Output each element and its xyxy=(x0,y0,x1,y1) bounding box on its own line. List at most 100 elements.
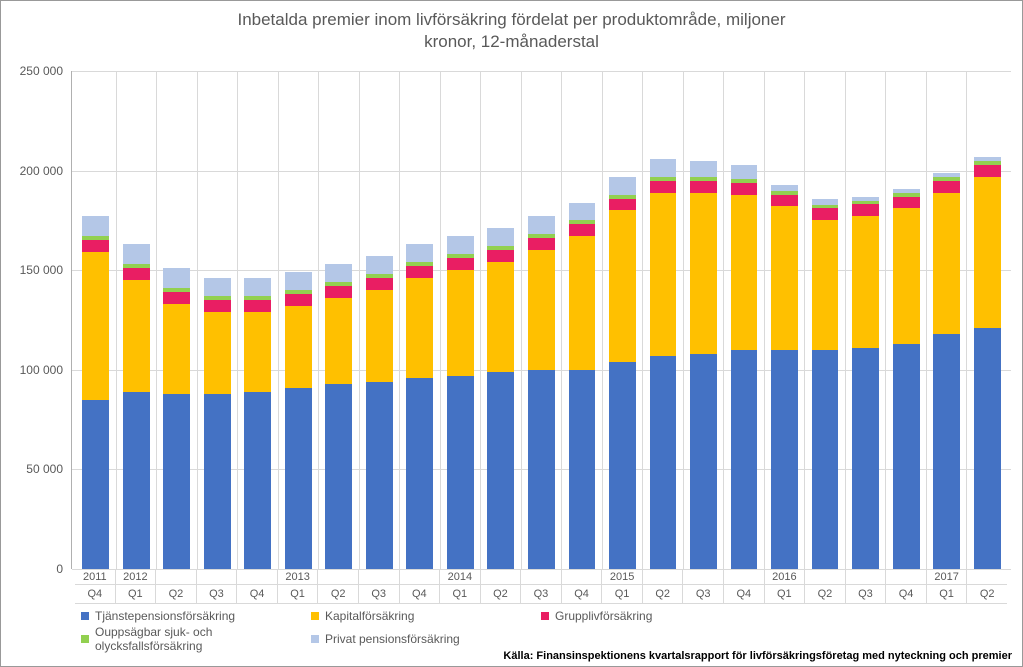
bar-segment-s1 xyxy=(690,354,717,569)
chart-title: Inbetalda premier inom livförsäkring för… xyxy=(1,1,1022,55)
bar-slot xyxy=(319,71,360,569)
x-quarter-label: Q1 xyxy=(765,585,805,603)
bar-segment-s2 xyxy=(528,250,555,370)
bar-segment-s5 xyxy=(163,268,190,288)
bar-slot xyxy=(684,71,725,569)
legend-item: Ouppsägbar sjuk- och olycksfallsförsäkri… xyxy=(81,625,311,653)
x-year-label: 2015 xyxy=(602,569,642,585)
x-tick-group: Q3 xyxy=(683,569,724,604)
x-tick-group: Q4 xyxy=(400,569,441,604)
stacked-bar xyxy=(163,268,190,569)
bar-segment-s2 xyxy=(852,216,879,347)
legend-swatch xyxy=(541,612,549,620)
legend-row: Ouppsägbar sjuk- och olycksfallsförsäkri… xyxy=(81,625,1001,653)
y-tick-label: 50 000 xyxy=(3,462,63,476)
bar-slot xyxy=(522,71,563,569)
x-year-label: 2014 xyxy=(440,569,480,585)
bar-segment-s5 xyxy=(366,256,393,274)
stacked-bar xyxy=(285,272,312,569)
bar-segment-s2 xyxy=(731,195,758,350)
bar-segment-s3 xyxy=(123,268,150,280)
x-year-label xyxy=(886,569,926,585)
legend-row: Tjänstepensionsförsäkring Kapitalförsäkri… xyxy=(81,609,1001,623)
bar-slot xyxy=(846,71,887,569)
legend-label: Kapitalförsäkring xyxy=(325,609,414,623)
bar-segment-s3 xyxy=(366,278,393,290)
bar-segment-s1 xyxy=(123,392,150,569)
bar-segment-s1 xyxy=(650,356,677,569)
bar-segment-s3 xyxy=(771,195,798,207)
bar-slot xyxy=(238,71,279,569)
bar-segment-s2 xyxy=(447,270,474,376)
bar-segment-s3 xyxy=(528,238,555,250)
bar-segment-s1 xyxy=(244,392,271,569)
x-year-label xyxy=(197,569,237,585)
bar-slot xyxy=(886,71,927,569)
legend: Tjänstepensionsförsäkring Kapitalförsäkri… xyxy=(81,609,1001,655)
x-tick-group: Q2 xyxy=(156,569,197,604)
legend-swatch xyxy=(311,635,319,643)
bar-segment-s2 xyxy=(974,177,1001,328)
x-quarter-label: Q1 xyxy=(116,585,156,603)
x-year-label: 2016 xyxy=(765,569,805,585)
legend-swatch xyxy=(81,635,89,643)
legend-swatch xyxy=(311,612,319,620)
y-tick-label: 150 000 xyxy=(3,263,63,277)
x-quarter-label: Q4 xyxy=(75,585,115,603)
bar-segment-s1 xyxy=(487,372,514,569)
legend-label: Ouppsägbar sjuk- och olycksfallsförsäkri… xyxy=(95,625,311,653)
bar-segment-s5 xyxy=(244,278,271,296)
y-tick-label: 100 000 xyxy=(3,363,63,377)
bar-segment-s3 xyxy=(650,181,677,193)
x-quarter-label: Q4 xyxy=(886,585,926,603)
x-quarter-label: Q2 xyxy=(805,585,845,603)
legend-item: Kapitalförsäkring xyxy=(311,609,541,623)
x-quarter-label: Q4 xyxy=(562,585,602,603)
bar-segment-s3 xyxy=(244,300,271,312)
bar-segment-s3 xyxy=(974,165,1001,177)
x-quarter-label: Q1 xyxy=(927,585,967,603)
bar-slot xyxy=(765,71,806,569)
bar-segment-s5 xyxy=(325,264,352,282)
stacked-bar xyxy=(325,264,352,569)
x-tick-group: Q4 xyxy=(886,569,927,604)
x-year-label xyxy=(967,569,1007,585)
title-line-2: kronor, 12-månaderstal xyxy=(424,32,599,51)
x-tick-group: Q3 xyxy=(521,569,562,604)
x-tick-group: Q2 xyxy=(318,569,359,604)
bar-segment-s5 xyxy=(569,203,596,221)
bar-segment-s2 xyxy=(123,280,150,392)
x-quarter-label: Q2 xyxy=(156,585,196,603)
stacked-bar xyxy=(812,199,839,569)
stacked-bar xyxy=(650,159,677,569)
bar-slot xyxy=(400,71,441,569)
bar-segment-s2 xyxy=(690,193,717,354)
x-tick-group: Q2 xyxy=(481,569,522,604)
chart-container: Inbetalda premier inom livförsäkring för… xyxy=(0,0,1023,667)
x-tick-group: Q4 xyxy=(724,569,765,604)
bar-segment-s2 xyxy=(204,312,231,394)
x-tick-group: Q4 xyxy=(237,569,278,604)
stacked-bar xyxy=(244,278,271,569)
legend-swatch xyxy=(81,612,89,620)
x-tick-group: 2015Q1 xyxy=(602,569,643,604)
bar-segment-s1 xyxy=(933,334,960,569)
bar-segment-s2 xyxy=(893,208,920,343)
x-quarter-label: Q2 xyxy=(967,585,1007,603)
bar-segment-s1 xyxy=(528,370,555,569)
stacked-bar xyxy=(406,244,433,569)
bar-segment-s1 xyxy=(569,370,596,569)
y-tick-label: 0 xyxy=(3,562,63,576)
bar-segment-s3 xyxy=(812,208,839,220)
bar-segment-s1 xyxy=(447,376,474,569)
bar-segment-s2 xyxy=(406,278,433,378)
stacked-bar xyxy=(731,165,758,569)
legend-label: Tjänstepensionsförsäkring xyxy=(95,609,235,623)
bar-segment-s2 xyxy=(82,252,109,399)
x-tick-group: 2016Q1 xyxy=(765,569,806,604)
stacked-bar xyxy=(82,216,109,569)
x-quarter-label: Q3 xyxy=(197,585,237,603)
legend-label: Grupplivförsäkring xyxy=(555,609,652,623)
bar-segment-s3 xyxy=(893,197,920,209)
bar-segment-s3 xyxy=(204,300,231,312)
